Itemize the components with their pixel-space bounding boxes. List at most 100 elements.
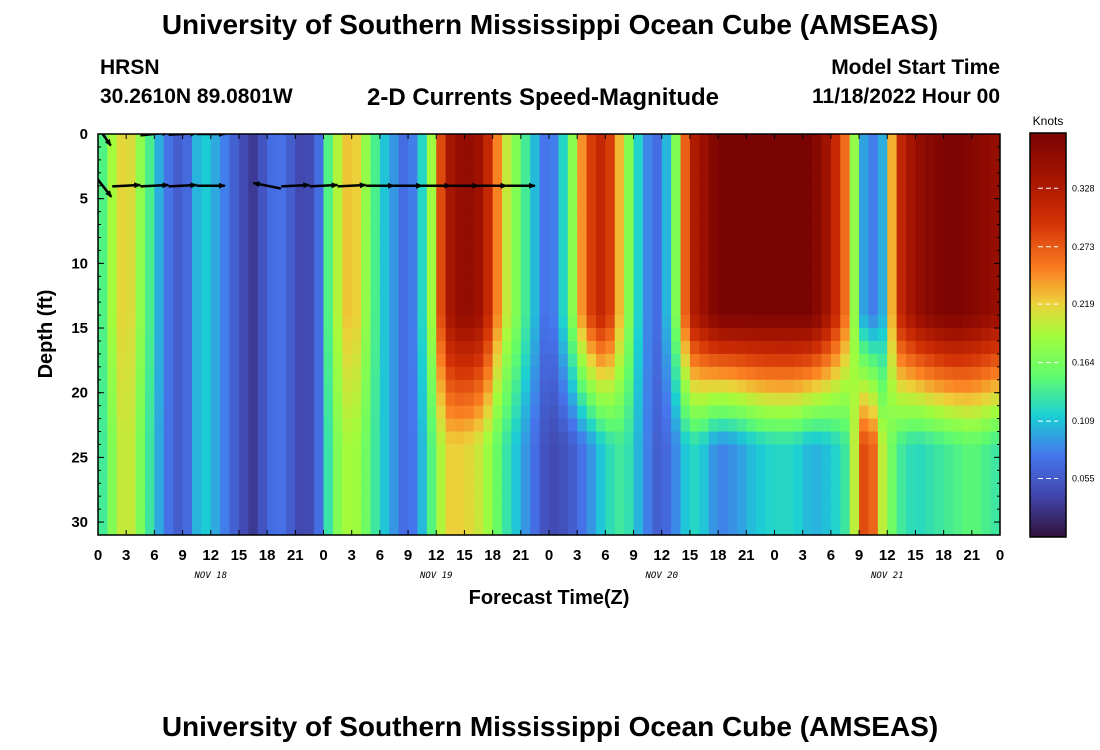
heatmap-cell xyxy=(276,496,287,510)
heatmap-cell xyxy=(680,444,691,458)
heatmap-cell xyxy=(98,366,108,381)
heatmap-cell xyxy=(689,444,700,458)
heatmap-cell xyxy=(736,237,747,252)
y-tick-label: 15 xyxy=(71,320,88,337)
heatmap-cell xyxy=(351,457,362,471)
heatmap-cell xyxy=(624,483,635,497)
heatmap-cell xyxy=(520,470,531,484)
heatmap-cell xyxy=(332,483,343,497)
heatmap-cell xyxy=(990,302,1000,316)
heatmap-cell xyxy=(887,353,898,368)
heatmap-cell xyxy=(652,134,663,148)
heatmap-cell xyxy=(530,172,541,187)
heatmap-cell xyxy=(877,418,888,433)
heatmap-cell xyxy=(163,250,174,264)
heatmap-cell xyxy=(502,405,513,420)
heatmap-cell xyxy=(943,405,954,420)
heatmap-cell xyxy=(765,457,776,471)
heatmap-cell xyxy=(859,276,870,290)
heatmap-cell xyxy=(182,405,193,420)
heatmap-cell xyxy=(962,315,973,329)
heatmap-cell xyxy=(802,211,813,226)
heatmap-cell xyxy=(530,418,541,433)
heatmap-cell xyxy=(464,159,475,174)
heatmap-cell xyxy=(98,263,108,277)
heatmap-cell xyxy=(549,353,559,368)
heatmap-cell xyxy=(464,496,475,510)
heatmap-cell xyxy=(257,496,268,510)
heatmap-cell xyxy=(595,405,606,420)
heatmap-cell xyxy=(633,509,644,523)
heatmap-cell xyxy=(126,431,137,446)
heatmap-cell xyxy=(220,470,231,484)
heatmap-cell xyxy=(586,198,597,213)
heatmap-cell xyxy=(896,276,907,290)
heatmap-cell xyxy=(455,146,466,161)
heatmap-cell xyxy=(464,276,475,290)
heatmap-cell xyxy=(830,431,841,446)
heatmap-cell xyxy=(652,483,663,497)
heatmap-cell xyxy=(755,328,766,342)
heatmap-cell xyxy=(98,328,108,342)
heatmap-cell xyxy=(144,379,155,394)
heatmap-cell xyxy=(408,211,419,226)
heatmap-cell xyxy=(953,224,964,239)
heatmap-cell xyxy=(887,185,898,200)
heatmap-cell xyxy=(595,250,606,264)
heatmap-cell xyxy=(248,470,259,484)
heatmap-cell xyxy=(624,340,635,355)
heatmap-cell xyxy=(924,379,935,394)
heatmap-cell xyxy=(849,315,860,329)
heatmap-cell xyxy=(896,302,907,316)
heatmap-cell xyxy=(595,496,606,510)
heatmap-cell xyxy=(558,172,569,187)
heatmap-cell xyxy=(408,418,419,433)
heatmap-cell xyxy=(295,250,306,264)
heatmap-cell xyxy=(577,185,588,200)
heatmap-cell xyxy=(624,211,635,226)
heatmap-cell xyxy=(455,418,466,433)
heatmap-cell xyxy=(351,224,362,239)
heatmap-cell xyxy=(295,379,306,394)
heatmap-cell xyxy=(868,340,879,355)
heatmap-cell xyxy=(924,483,935,497)
heatmap-cell xyxy=(473,263,484,277)
heatmap-cell xyxy=(765,250,776,264)
heatmap-cell xyxy=(962,496,973,510)
heatmap-cell xyxy=(163,353,174,368)
heatmap-cell xyxy=(718,457,729,471)
heatmap-cell xyxy=(492,289,503,303)
heatmap-cell xyxy=(98,483,108,497)
heatmap-cell xyxy=(511,211,522,226)
heatmap-cell xyxy=(614,496,625,510)
heatmap-cell xyxy=(135,159,146,174)
heatmap-cell xyxy=(408,379,419,394)
heatmap-cell xyxy=(445,418,456,433)
heatmap-cell xyxy=(135,444,146,458)
heatmap-cell xyxy=(163,522,174,535)
heatmap-cell xyxy=(379,522,390,535)
heatmap-cell xyxy=(830,496,841,510)
heatmap-cell xyxy=(191,328,202,342)
heatmap-cell xyxy=(736,470,747,484)
heatmap-cell xyxy=(765,392,776,407)
heatmap-cell xyxy=(595,509,606,523)
heatmap-cell xyxy=(558,496,569,510)
heatmap-cell xyxy=(530,224,541,239)
heatmap-cell xyxy=(774,509,785,523)
heatmap-cell xyxy=(943,134,954,148)
heatmap-cell xyxy=(295,496,306,510)
heatmap-cell xyxy=(314,146,325,161)
heatmap-cell xyxy=(689,470,700,484)
heatmap-cell xyxy=(812,522,823,535)
heatmap-cell xyxy=(238,134,249,148)
heatmap-cell xyxy=(295,159,306,174)
heatmap-cell xyxy=(896,134,907,148)
heatmap-cell xyxy=(426,276,437,290)
heatmap-cell xyxy=(295,522,306,535)
heatmap-cell xyxy=(520,198,531,213)
heatmap-cell xyxy=(934,198,945,213)
heatmap-cell xyxy=(98,418,108,433)
heatmap-cell xyxy=(877,211,888,226)
